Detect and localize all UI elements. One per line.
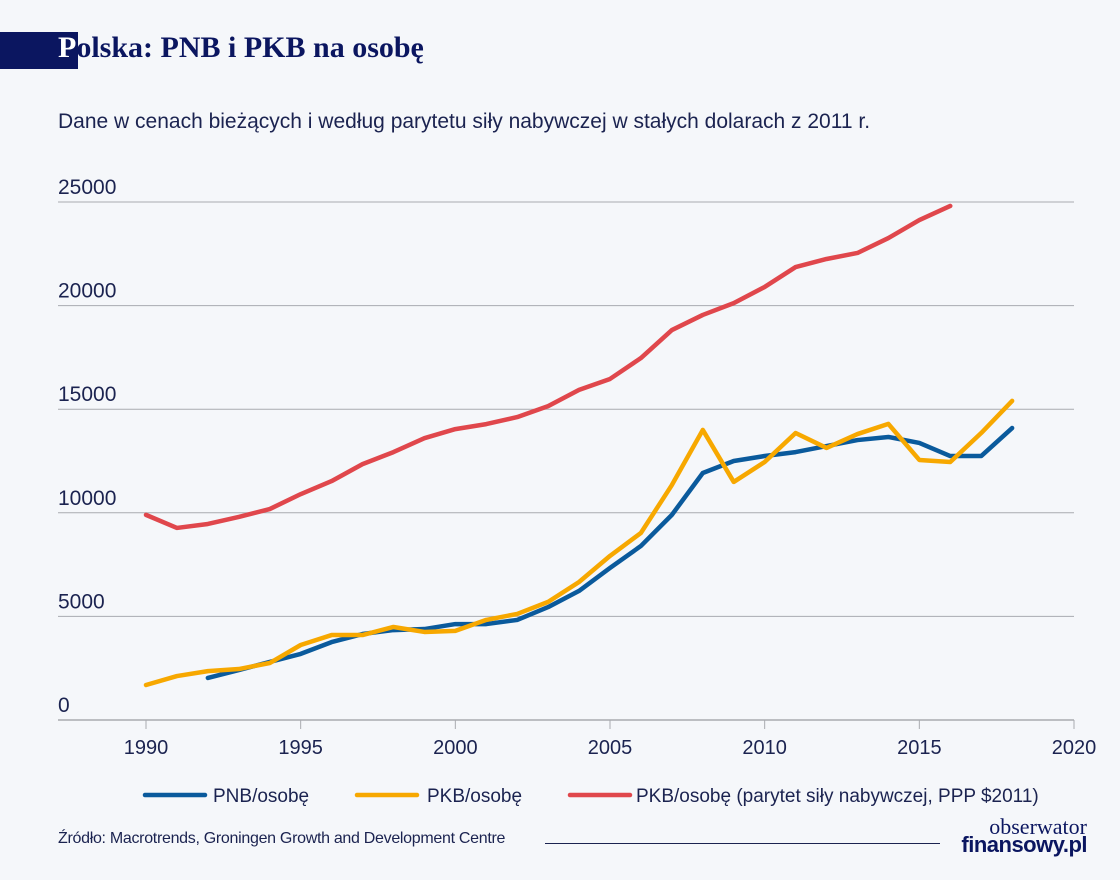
x-tick-label: 2010 bbox=[742, 737, 787, 759]
y-tick-label: 10000 bbox=[58, 487, 116, 510]
source-note: Źródło: Macrotrends, Groningen Growth an… bbox=[58, 830, 506, 847]
x-tick-label: 2020 bbox=[1052, 737, 1097, 759]
legend-label-0: PNB/osobę bbox=[213, 786, 309, 807]
series-line-0 bbox=[205, 425, 1015, 681]
logo-line-1: obserwator bbox=[989, 814, 1087, 839]
y-tick-label: 15000 bbox=[58, 383, 116, 406]
y-tick-label: 25000 bbox=[58, 176, 116, 199]
source-divider bbox=[545, 843, 940, 844]
x-tick-label: 2005 bbox=[588, 737, 633, 759]
x-tick-label: 2015 bbox=[897, 737, 942, 759]
title-first-letter: P bbox=[58, 31, 77, 64]
series-line-2 bbox=[143, 203, 953, 531]
page-title: Polska: PNB i PKB na osobę bbox=[58, 31, 424, 65]
title-rest: olska: PNB i PKB na osobę bbox=[76, 31, 424, 64]
legend-label-2: PKB/osobę (parytet siły nabywczej, PPP $… bbox=[636, 786, 1039, 807]
x-tick-label: 1990 bbox=[124, 737, 169, 759]
x-tick-label: 2000 bbox=[433, 737, 478, 759]
title-accent-block bbox=[0, 32, 78, 69]
logo: obserwator finansowy.pl bbox=[952, 814, 1087, 857]
logo-line-2: finansowy.pl bbox=[961, 832, 1087, 857]
y-tick-label: 20000 bbox=[58, 280, 116, 303]
y-tick-label: 5000 bbox=[58, 590, 105, 613]
x-tick-label: 1995 bbox=[278, 737, 323, 759]
legend-label-1: PKB/osobę bbox=[427, 786, 522, 807]
chart-subtitle: Dane w cenach bieżących i według parytet… bbox=[58, 110, 871, 133]
series-line-1 bbox=[143, 398, 1015, 688]
y-tick-label: 0 bbox=[58, 694, 70, 717]
